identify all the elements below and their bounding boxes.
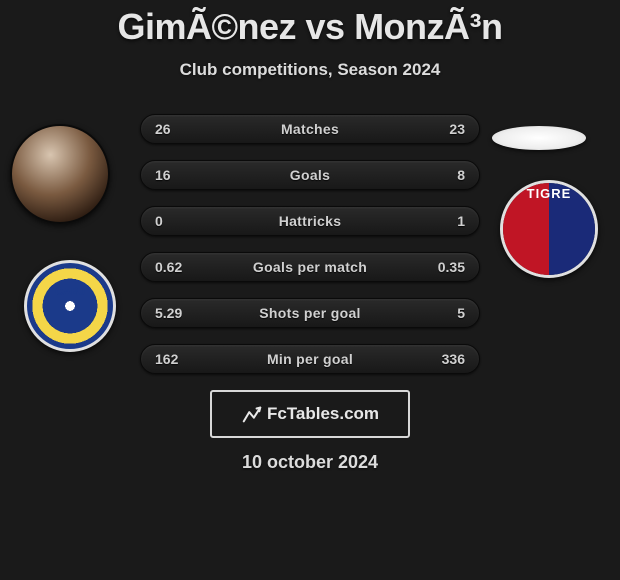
- stat-right-value: 1: [419, 213, 465, 229]
- page-title: GimÃ©nez vs MonzÃ³n: [0, 0, 620, 48]
- stat-right-value: 23: [419, 121, 465, 137]
- stat-right-value: 0.35: [419, 259, 465, 275]
- stat-left-value: 162: [155, 351, 201, 367]
- stat-label: Matches: [201, 121, 419, 137]
- stat-label: Min per goal: [201, 351, 419, 367]
- stat-left-value: 26: [155, 121, 201, 137]
- date-text: 10 october 2024: [0, 452, 620, 473]
- stat-left-value: 5.29: [155, 305, 201, 321]
- footer-brand-text: FcTables.com: [267, 404, 379, 424]
- subtitle: Club competitions, Season 2024: [0, 60, 620, 80]
- stat-row: 5.29Shots per goal5: [140, 298, 480, 328]
- stat-row: 0Hattricks1: [140, 206, 480, 236]
- stat-label: Goals: [201, 167, 419, 183]
- stat-label: Hattricks: [201, 213, 419, 229]
- stat-right-value: 5: [419, 305, 465, 321]
- stat-right-value: 336: [419, 351, 465, 367]
- stat-left-value: 16: [155, 167, 201, 183]
- stats-area: 26Matches23 16Goals8 0Hattricks1 0.62Goals …: [0, 114, 620, 374]
- stat-row: 162Min per goal336: [140, 344, 480, 374]
- stat-left-value: 0.62: [155, 259, 201, 275]
- stat-row: 26Matches23: [140, 114, 480, 144]
- stat-rows-container: 26Matches23 16Goals8 0Hattricks1 0.62Goals …: [140, 114, 480, 374]
- stat-right-value: 8: [419, 167, 465, 183]
- stat-row: 0.62Goals per match0.35: [140, 252, 480, 282]
- stat-left-value: 0: [155, 213, 201, 229]
- stat-row: 16Goals8: [140, 160, 480, 190]
- stat-label: Goals per match: [201, 259, 419, 275]
- footer-brand-box: FcTables.com: [210, 390, 410, 438]
- stat-label: Shots per goal: [201, 305, 419, 321]
- fctables-logo-icon: [241, 403, 263, 425]
